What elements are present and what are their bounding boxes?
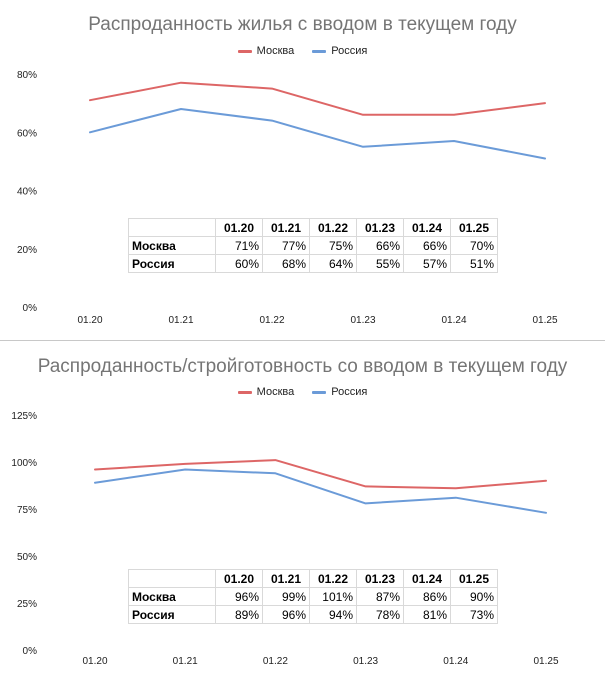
table-header-cell: 01.22 xyxy=(309,218,357,237)
x-tick-label: 01.21 xyxy=(168,315,193,326)
table-cell: 81% xyxy=(403,605,451,624)
table-row-label: Москва xyxy=(128,587,216,606)
x-tick-label: 01.24 xyxy=(443,656,468,667)
table-cell: 57% xyxy=(403,254,451,273)
table-cell: 75% xyxy=(309,236,357,255)
table-cell: 64% xyxy=(309,254,357,273)
chart-title: Распроданность жилья с вводом в текущем … xyxy=(88,14,517,35)
table-header-cell: 01.25 xyxy=(450,218,498,237)
table-cell: 78% xyxy=(356,605,404,624)
x-tick-label: 01.20 xyxy=(77,315,102,326)
table-cell: 51% xyxy=(450,254,498,273)
table-cell: 96% xyxy=(215,587,263,606)
y-tick-label: 125% xyxy=(11,411,37,422)
table-cell: 71% xyxy=(215,236,263,255)
chart-legend: Москва Россия xyxy=(0,45,605,57)
y-tick-label: 60% xyxy=(17,128,37,139)
series-line-russia xyxy=(94,468,547,514)
legend-item-moscow: Москва xyxy=(237,45,295,57)
table-row: Россия 89% 96% 94% 78% 81% 73% xyxy=(128,605,498,624)
table-header-cell: 01.24 xyxy=(403,569,451,588)
y-tick-label: 80% xyxy=(17,70,37,81)
chart-panel-1: Распроданность жилья с вводом в текущем … xyxy=(0,0,605,340)
x-tick-label: 01.23 xyxy=(350,315,375,326)
table-corner-cell xyxy=(128,569,216,588)
series-line-russia xyxy=(89,108,546,160)
y-tick-label: 0% xyxy=(23,646,38,657)
legend-swatch-russia xyxy=(312,49,327,53)
legend-item-russia: Россия xyxy=(312,386,367,398)
table-cell: 87% xyxy=(356,587,404,606)
table-header-cell: 01.21 xyxy=(262,218,310,237)
series-line-moscow xyxy=(89,81,546,116)
y-tick-label: 100% xyxy=(11,458,37,469)
table-header-cell: 01.22 xyxy=(309,569,357,588)
table-cell: 89% xyxy=(215,605,263,624)
table-row: Москва 71% 77% 75% 66% 66% 70% xyxy=(128,236,498,255)
table-cell: 66% xyxy=(403,236,451,255)
legend-label-russia: Россия xyxy=(331,386,368,398)
x-tick-label: 01.25 xyxy=(533,656,558,667)
line-chart-1: 0%20%40%60%80%01.20 01.21 01.22 01.23 01.24 0… xyxy=(17,70,558,326)
table-cell: 60% xyxy=(215,254,263,273)
table-cell: 68% xyxy=(262,254,310,273)
table-cell: 70% xyxy=(450,236,498,255)
data-table-1: 01.20 01.21 01.22 01.23 01.24 01.25 Москва 71% 7… xyxy=(128,218,498,273)
legend-swatch-moscow xyxy=(237,49,252,53)
table-header-row: 01.20 01.21 01.22 01.23 01.24 01.25 xyxy=(128,569,498,588)
chart-legend: Москва Россия xyxy=(0,386,605,398)
legend-label-moscow: Москва xyxy=(256,386,295,398)
table-header-row: 01.20 01.21 01.22 01.23 01.24 01.25 xyxy=(128,218,498,237)
table-cell: 99% xyxy=(262,587,310,606)
series-line-moscow xyxy=(94,459,547,490)
legend-swatch-russia xyxy=(312,390,327,394)
y-tick-label: 40% xyxy=(17,187,37,198)
table-cell: 94% xyxy=(309,605,357,624)
x-tick-label: 01.22 xyxy=(259,315,284,326)
table-header-cell: 01.25 xyxy=(450,569,498,588)
table-header-cell: 01.21 xyxy=(262,569,310,588)
x-tick-label: 01.22 xyxy=(263,656,288,667)
line-chart-2: 0%25%50%75%100%125%01.20 01.21 01.22 01.23 0… xyxy=(11,411,559,667)
table-cell: 73% xyxy=(450,605,498,624)
x-tick-label: 01.23 xyxy=(353,656,378,667)
y-tick-label: 50% xyxy=(17,552,37,563)
x-tick-label: 01.20 xyxy=(82,656,107,667)
y-tick-label: 20% xyxy=(17,245,37,256)
table-header-cell: 01.20 xyxy=(215,569,263,588)
table-cell: 96% xyxy=(262,605,310,624)
table-cell: 66% xyxy=(356,236,404,255)
y-tick-label: 75% xyxy=(17,505,37,516)
table-header-cell: 01.23 xyxy=(356,218,404,237)
table-cell: 86% xyxy=(403,587,451,606)
legend-item-moscow: Москва xyxy=(237,386,295,398)
x-tick-label: 01.24 xyxy=(441,315,466,326)
table-row: Россия 60% 68% 64% 55% 57% 51% xyxy=(128,254,498,273)
panel-divider xyxy=(0,340,605,341)
table-cell: 101% xyxy=(309,587,357,606)
table-header-cell: 01.23 xyxy=(356,569,404,588)
table-header-cell: 01.24 xyxy=(403,218,451,237)
table-row-label: Россия xyxy=(128,254,216,273)
x-tick-label: 01.21 xyxy=(173,656,198,667)
legend-label-moscow: Москва xyxy=(256,45,295,57)
table-row-label: Россия xyxy=(128,605,216,624)
y-tick-label: 25% xyxy=(17,599,37,610)
legend-label-russia: Россия xyxy=(331,45,368,57)
table-corner-cell xyxy=(128,218,216,237)
table-cell: 77% xyxy=(262,236,310,255)
legend-swatch-moscow xyxy=(237,390,252,394)
chart-panel-2: Распроданность/стройготовность со вводом… xyxy=(0,342,605,682)
y-tick-label: 0% xyxy=(23,303,38,314)
table-header-cell: 01.20 xyxy=(215,218,263,237)
table-row-label: Москва xyxy=(128,236,216,255)
table-cell: 55% xyxy=(356,254,404,273)
x-tick-label: 01.25 xyxy=(532,315,557,326)
table-cell: 90% xyxy=(450,587,498,606)
legend-item-russia: Россия xyxy=(312,45,367,57)
data-table-2: 01.20 01.21 01.22 01.23 01.24 01.25 Москва 96% 9… xyxy=(128,569,498,624)
table-row: Москва 96% 99% 101% 87% 86% 90% xyxy=(128,587,498,606)
chart-title: Распроданность/стройготовность со вводом… xyxy=(37,356,568,377)
